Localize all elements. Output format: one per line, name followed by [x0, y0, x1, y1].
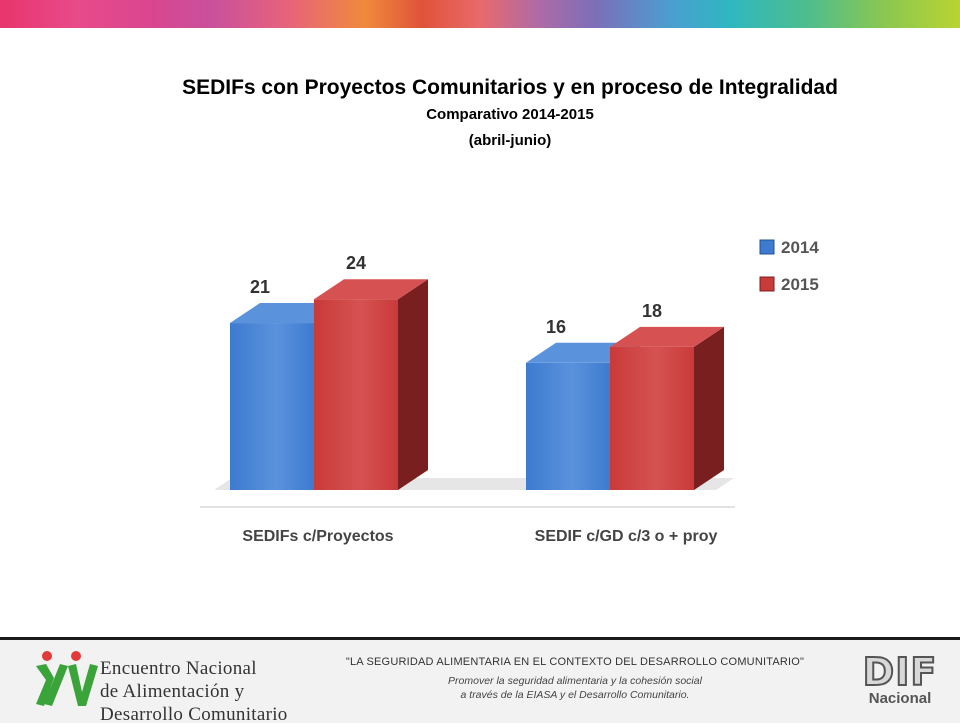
- category-label: SEDIFs c/Proyectos: [242, 528, 393, 545]
- chart-title: SEDIFs con Proyectos Comunitarios y en p…: [182, 76, 838, 99]
- event-name-line-3: Desarrollo Comunitario: [100, 704, 288, 725]
- event-name: Encuentro Nacional de Alimentación y Des…: [100, 658, 288, 727]
- xv-logo-icon: [34, 648, 100, 715]
- footer-tagline-line-1: Promover la seguridad alimentaria y la c…: [448, 675, 702, 687]
- bar-top: [610, 326, 724, 347]
- bar-2014-0: [230, 323, 314, 490]
- event-name-line-1: Encuentro Nacional: [100, 658, 257, 679]
- dif-logo-word: Nacional: [868, 690, 932, 707]
- bar-2015-0: [314, 299, 398, 490]
- category-label: SEDIF c/GD c/3 o + proy: [535, 528, 718, 545]
- chart-subtitle: Comparativo 2014-2015: [426, 106, 594, 123]
- footer-tagline: Promover la seguridad alimentaria y la c…: [340, 674, 810, 702]
- dif-logo-letters: DIF: [862, 650, 938, 694]
- legend-swatch-2014: [759, 239, 775, 255]
- footer-message: "LA SEGURIDAD ALIMENTARIA EN EL CONTEXTO…: [340, 656, 810, 702]
- chart-period: (abril-junio): [468, 132, 552, 149]
- data-label: 16: [546, 317, 566, 337]
- data-label: 18: [642, 301, 662, 321]
- bar-2015-1: [610, 346, 694, 490]
- event-name-line-2: de Alimentación y: [100, 681, 245, 702]
- top-color-stripe: [0, 0, 960, 28]
- bar-2014-1: [526, 362, 610, 490]
- footer-tagline-line-2: a través de la EIASA y el Desarrollo Com…: [460, 689, 690, 701]
- bar-side: [398, 279, 428, 490]
- legend-swatch-2015: [759, 276, 775, 292]
- legend-label-2014: 2014: [781, 238, 819, 257]
- footer-bar: [0, 637, 960, 723]
- data-label: 24: [346, 253, 366, 273]
- bar-side: [694, 326, 724, 490]
- data-label: 21: [250, 277, 270, 297]
- bar-top: [314, 279, 428, 300]
- dif-nacional-logo: DIF Nacional: [860, 650, 940, 707]
- bar-chart: 21 24 SEDIFs c/Proyectos 16 18 SEDIF c/GD c/3…: [200, 238, 819, 545]
- legend-label-2015: 2015: [781, 275, 819, 294]
- footer-quote: "LA SEGURIDAD ALIMENTARIA EN EL CONTEXTO…: [345, 656, 805, 668]
